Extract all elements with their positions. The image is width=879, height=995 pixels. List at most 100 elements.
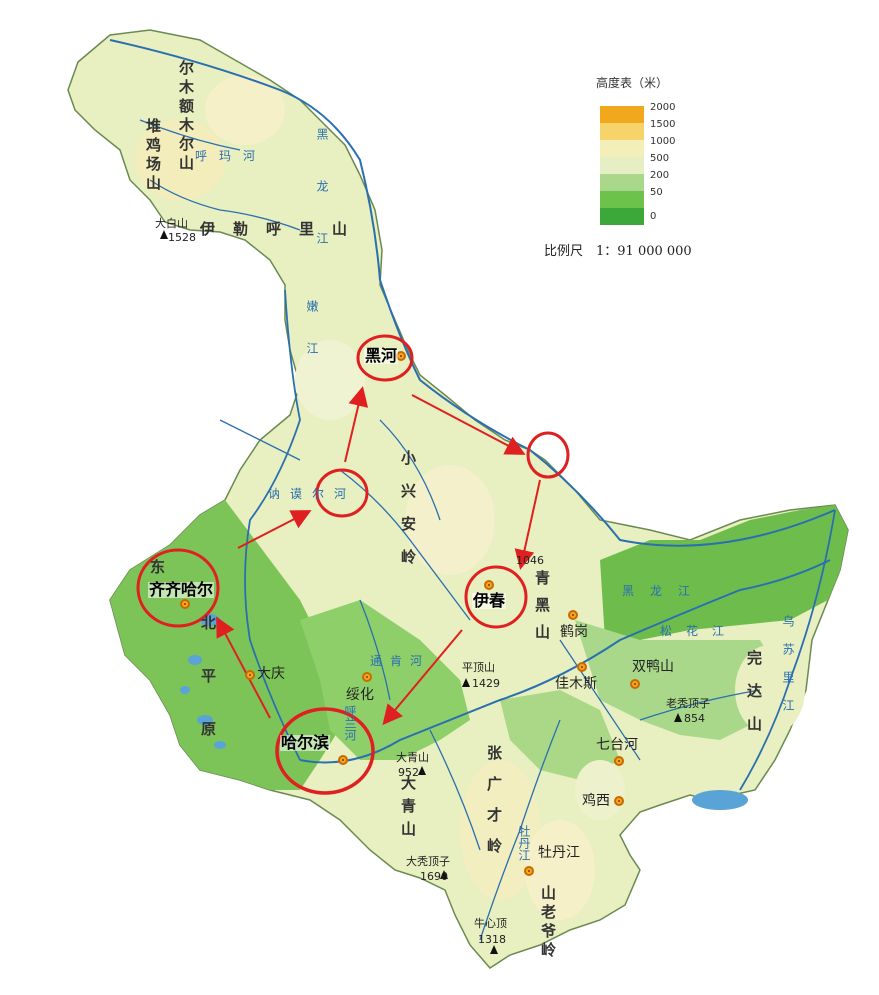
sanjiang-plain: [600, 505, 848, 640]
songnen-plain: [110, 500, 345, 790]
range-label-zhangguangcai: 张广才岭: [485, 745, 503, 869]
peak-icon-daqingshan: [418, 766, 426, 775]
legend-swatch-500: [600, 157, 644, 174]
legend-label-1500: 1500: [650, 119, 676, 130]
peak-label-laoxiudingzi: 老秃顶子: [666, 697, 710, 710]
green-mid-1: [500, 690, 620, 780]
city-label-harbin: 哈尔滨: [280, 733, 331, 752]
elevation-legend: 高度表（米） 2000 1500 1000 500 200 50 0: [596, 74, 756, 254]
wusuli-river: [739, 509, 836, 791]
songhua-river: [299, 559, 831, 764]
peak-height-pingdingshan: 1429: [472, 677, 500, 690]
mudan-river: [479, 719, 561, 941]
peak-label-pingdingshan: 平顶山: [462, 661, 495, 674]
river-label-tongken: 通肯河: [370, 654, 431, 668]
route-circles: [136, 334, 570, 795]
highland-patch: [735, 645, 805, 735]
map-scale: 比例尺 1：91 000 000: [544, 244, 692, 259]
route-arrows: [216, 386, 541, 726]
range-label-erguna: 尔木额木尔山: [177, 60, 195, 174]
peak-height-daxiudingzi: 1690: [420, 870, 448, 883]
river-label-mudan: 牡丹江: [517, 825, 531, 861]
circle-yichun: [464, 565, 528, 629]
legend-label-200: 200: [650, 170, 670, 181]
river-label-songhuajiang: 松花江: [660, 624, 739, 638]
legend-swatch-1500: [600, 123, 644, 140]
river-label-heilongjiang-east: 黑龙江: [622, 584, 707, 598]
city-marker-suihua: [362, 672, 372, 682]
legend-swatch-0: [600, 208, 644, 225]
east-lowland: [575, 620, 790, 740]
city-label-jiamusi: 佳木斯: [555, 676, 597, 692]
city-label-mudanjiang: 牡丹江: [538, 845, 580, 861]
city-marker-jixi: [614, 796, 624, 806]
circle-west-junction: [315, 468, 369, 518]
legend-swatch-50: [600, 191, 644, 208]
legend-swatch-200: [600, 174, 644, 191]
city-marker-hegang: [568, 610, 578, 620]
peak-height-laoxiudingzi: 854: [684, 712, 705, 725]
city-marker-mudanjiang: [524, 866, 534, 876]
arrow-yichun-to-harbin: [382, 629, 463, 726]
city-label-qitaihe: 七台河: [596, 737, 638, 753]
range-label-yilehuli: 伊勒呼里山: [200, 220, 366, 238]
peak-label-daxiudingzi: 大秃顶子: [406, 855, 450, 868]
river-label-hulan: 呼兰河: [343, 705, 357, 741]
peak-label-dabaishan: 大白山: [155, 217, 188, 230]
river-label-nemo: 讷谟尔河: [268, 487, 357, 501]
river-label-heilongjiang-north: 黑龙江: [315, 128, 329, 284]
legend-label-2000: 2000: [650, 102, 676, 113]
circle-east-junction: [526, 431, 570, 479]
range-label-daqingshan-south: 大青山: [399, 775, 417, 844]
circle-qiqihar: [136, 548, 220, 628]
city-label-jixi: 鸡西: [582, 793, 610, 809]
river-label-nenjiang: 嫩江: [305, 300, 319, 384]
highland-patch: [575, 760, 625, 820]
peak-height-pingdingshan-north: 1046: [516, 554, 544, 567]
highland-patch: [525, 820, 595, 920]
peak-icon-dabaishan: [160, 230, 168, 239]
highland-patch: [135, 120, 225, 200]
circle-heihe: [356, 334, 414, 382]
arrow-east-to-yichun: [514, 479, 541, 570]
range-label-songnen: 北平原: [199, 615, 217, 774]
legend-label-500: 500: [650, 153, 670, 164]
arrow-west-to-heihe: [344, 386, 369, 463]
peak-label-niuxinding: 牛心顶: [474, 917, 507, 930]
highland-patch: [295, 340, 365, 420]
city-marker-qitaihe: [614, 756, 624, 766]
legend-label-50: 50: [650, 187, 663, 198]
range-label-wandashan: 完达山: [745, 650, 763, 749]
city-label-shuangyashan: 双鸭山: [632, 659, 674, 675]
peak-height-dabaishan: 1528: [168, 231, 196, 244]
legend-swatch-1000: [600, 140, 644, 157]
city-marker-shuangyashan: [630, 679, 640, 689]
peak-icon-pingdingshan: [462, 678, 470, 687]
range-label-laoyeling: 山老爷岭: [539, 885, 557, 961]
arrow-heihe-to-east: [411, 394, 526, 455]
peak-height-daqingshan: 952: [398, 766, 419, 779]
range-label-yala: 堆鸡场山: [144, 118, 162, 194]
peak-icon-laoxiudingzi: [674, 713, 682, 722]
nenjiang-river: [244, 289, 301, 761]
city-label-qiqihar: 齐齐哈尔: [148, 580, 215, 599]
city-label-daqing: 大庆: [257, 666, 285, 682]
city-marker-daqing: [245, 670, 255, 680]
peak-label-daqingshan: 大青山: [396, 751, 429, 764]
range-label-qinghei: 青黑山: [533, 570, 551, 651]
city-label-yichun: 伊春: [472, 591, 507, 610]
city-marker-harbin: [338, 755, 348, 765]
arrow-qiqihar-to-west: [237, 510, 312, 549]
legend-label-1000: 1000: [650, 136, 676, 147]
highland-patch: [460, 760, 540, 900]
legend-title: 高度表（米）: [596, 76, 669, 90]
peak-height-niuxinding: 1318: [478, 933, 506, 946]
range-label-dongbei: 东: [150, 558, 166, 576]
peak-icon-daxiudingzi: [440, 870, 448, 879]
city-marker-jiamusi: [577, 662, 587, 672]
range-label-xiaoxinganling: 小兴安岭: [399, 450, 417, 582]
circle-harbin: [275, 707, 375, 795]
city-marker-qiqihar: [180, 599, 190, 609]
legend-label-0: 0: [650, 211, 657, 222]
